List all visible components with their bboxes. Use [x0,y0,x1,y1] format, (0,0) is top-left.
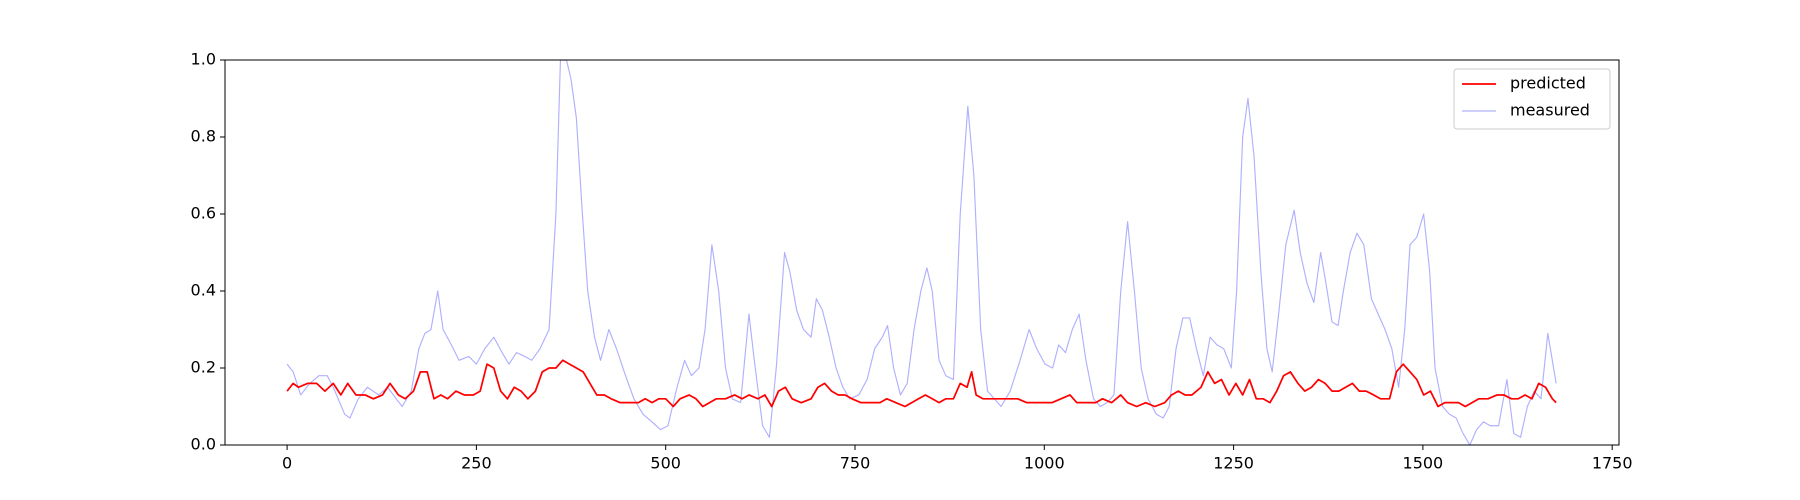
data-line [286,359,1557,408]
x-tick-label: 500 [650,454,681,473]
x-tick-label: 1250 [1213,454,1254,473]
legend-label: predicted [1510,74,1586,93]
y-tick-label: 0.6 [191,204,216,223]
y-tick-label: 1.0 [191,50,216,69]
x-tick-label: 1000 [1024,454,1065,473]
x-tick-label: 250 [461,454,492,473]
x-tick-label: 750 [840,454,871,473]
x-tick-label: 0 [282,454,292,473]
y-tick-label: 0.8 [191,127,216,146]
plot-frame [224,59,1620,446]
legend-label: measured [1510,101,1590,120]
x-tick-label: 1750 [1592,454,1633,473]
y-tick-label: 0.2 [191,358,216,377]
y-tick-label: 0.0 [191,435,216,454]
data-line [286,60,1557,445]
y-tick-label: 0.4 [191,281,216,300]
x-tick-label: 1500 [1403,454,1444,473]
